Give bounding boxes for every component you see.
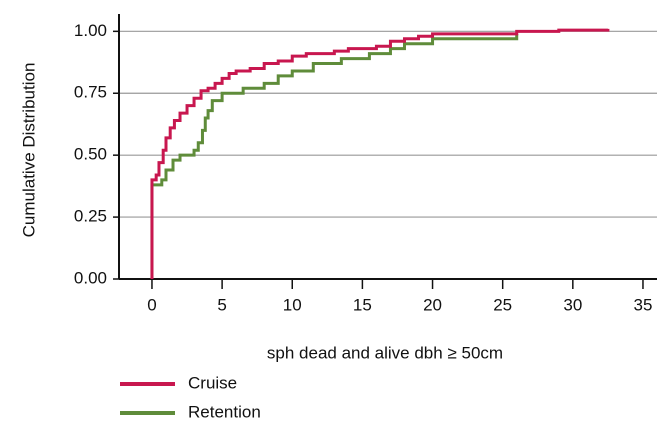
- x-tick-label: 35: [634, 295, 653, 314]
- y-tick-label: 0.50: [74, 145, 107, 164]
- x-tick-label: 30: [563, 295, 582, 314]
- x-axis-title: sph dead and alive dbh ≥ 50cm: [267, 343, 503, 362]
- legend-label: Cruise: [188, 373, 237, 392]
- x-tick-label: 5: [217, 295, 226, 314]
- x-tick-label: 25: [493, 295, 512, 314]
- y-axis-title: Cumulative Distribution: [19, 63, 38, 238]
- x-tick-label: 15: [353, 295, 372, 314]
- y-tick-label: 0.75: [74, 83, 107, 102]
- x-tick-label: 10: [283, 295, 302, 314]
- series-line: [150, 33, 519, 279]
- y-tick-label: 0.00: [74, 268, 107, 287]
- y-tick-label: 0.25: [74, 207, 107, 226]
- y-tick-label: 1.00: [74, 21, 107, 40]
- x-tick-label: 0: [147, 295, 156, 314]
- series-line: [150, 28, 610, 279]
- x-tick-label: 20: [423, 295, 442, 314]
- legend-label: Retention: [188, 402, 261, 421]
